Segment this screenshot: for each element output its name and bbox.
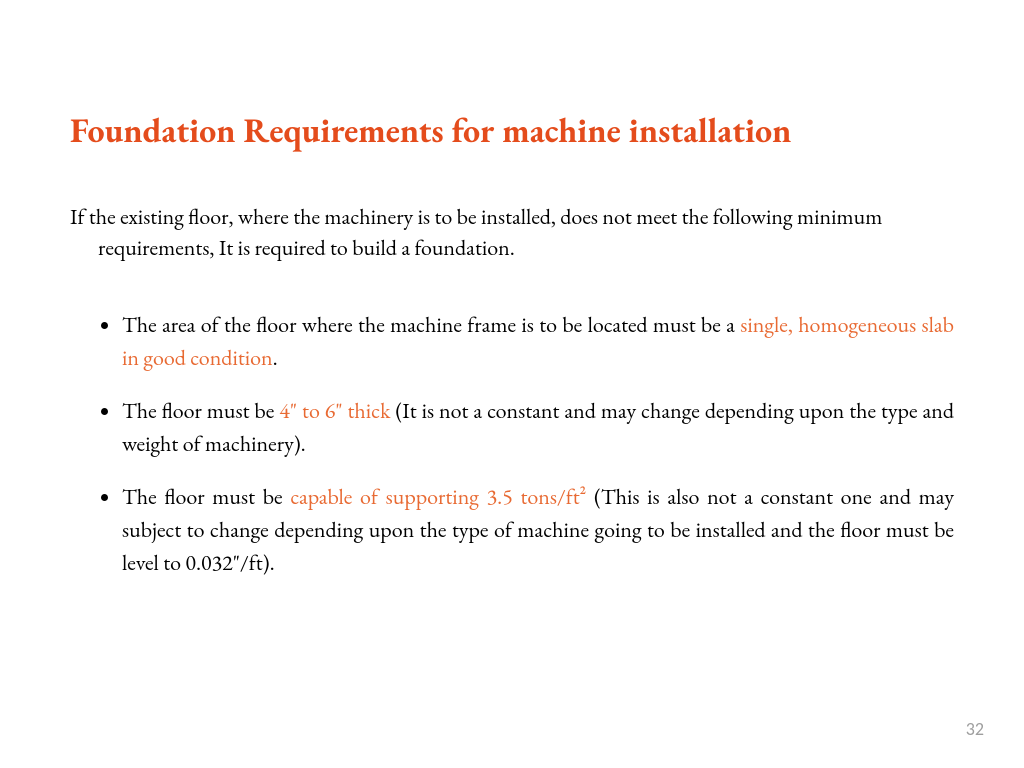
slide: Foundation Requirements for machine inst… [0,0,1024,768]
slide-title: Foundation Requirements for machine inst… [70,110,954,153]
bullet-text-highlight: capable of supporting 3.5 tons/ft² [290,482,586,511]
intro-paragraph: If the existing floor, where the machine… [98,201,954,265]
bullet-text-post: . [273,343,278,372]
bullet-list: The area of the floor where the machine … [70,308,954,579]
list-item: The area of the floor where the machine … [122,308,954,374]
list-item: The floor must be capable of supporting … [122,480,954,579]
bullet-text-pre: The floor must be [122,482,290,511]
bullet-text-pre: The area of the floor where the machine … [122,310,740,339]
list-item: The floor must be 4" to 6" thick (It is … [122,394,954,460]
bullet-text-pre: The floor must be [122,396,279,425]
page-number: 32 [966,718,984,740]
bullet-text-highlight: 4" to 6" thick [279,396,390,425]
